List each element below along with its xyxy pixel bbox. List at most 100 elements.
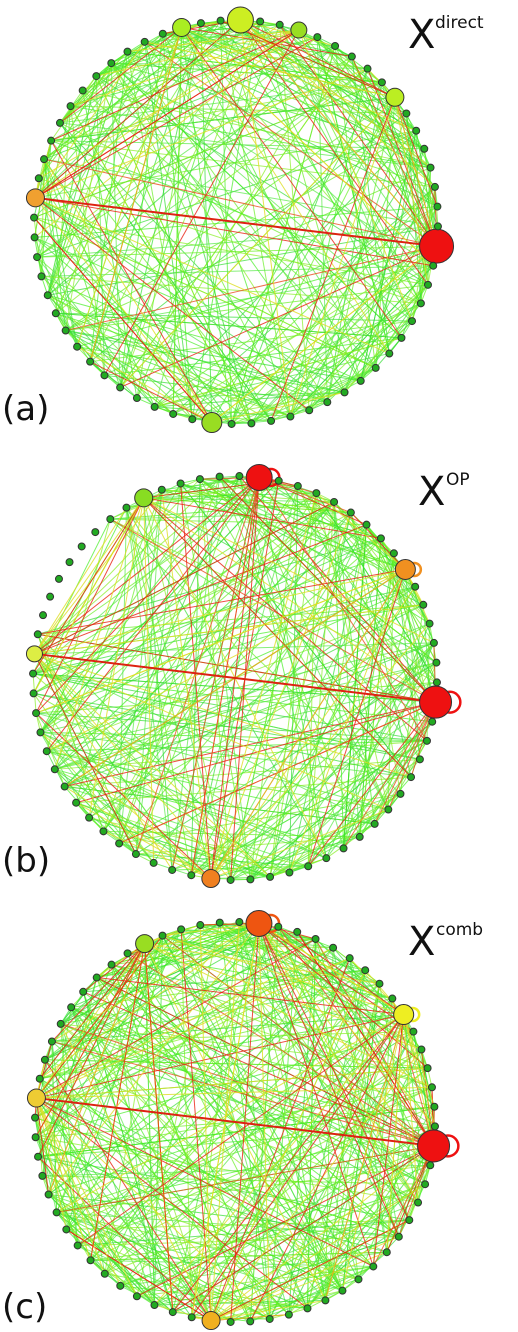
- node: [52, 1208, 61, 1217]
- edge: [120, 1285, 308, 1309]
- node: [363, 64, 372, 73]
- node: [201, 869, 221, 889]
- node: [91, 528, 100, 537]
- edge: [47, 294, 272, 422]
- edge: [277, 926, 436, 1127]
- edge: [65, 947, 334, 1230]
- node: [428, 717, 437, 726]
- edge: [258, 923, 400, 1237]
- edge: [386, 1014, 405, 1253]
- node: [25, 645, 43, 663]
- edge: [403, 1014, 435, 1147]
- edge: [231, 186, 436, 425]
- node: [54, 574, 63, 583]
- node: [290, 21, 308, 39]
- edge: [110, 518, 438, 683]
- edge: [46, 740, 427, 752]
- edge: [343, 759, 421, 849]
- edge: [258, 923, 428, 1069]
- node: [303, 1304, 312, 1313]
- edge: [210, 512, 352, 879]
- edge: [51, 1014, 404, 1042]
- panel-label: (a): [2, 389, 49, 429]
- edge: [44, 1059, 419, 1204]
- edge: [288, 569, 406, 873]
- edge: [36, 1097, 359, 1280]
- edge: [103, 830, 212, 880]
- edge: [181, 27, 417, 132]
- edge: [36, 256, 156, 408]
- edge: [210, 623, 430, 879]
- edge: [48, 1194, 155, 1306]
- edge: [210, 1290, 343, 1322]
- edge: [172, 245, 437, 415]
- edge: [250, 721, 433, 880]
- edge: [238, 475, 327, 859]
- node: [115, 839, 124, 848]
- edge: [334, 45, 437, 247]
- node: [235, 472, 244, 481]
- node: [226, 6, 254, 34]
- node: [37, 272, 46, 281]
- edge: [34, 653, 231, 881]
- edge: [162, 33, 383, 83]
- edge: [289, 130, 417, 417]
- node: [107, 960, 116, 969]
- edge: [40, 731, 290, 873]
- matrix-symbol: X: [418, 469, 445, 515]
- edge: [103, 830, 360, 838]
- node: [65, 558, 74, 567]
- panel-label: (c): [2, 1287, 47, 1327]
- edge: [34, 653, 271, 878]
- edge: [258, 923, 414, 1033]
- node: [36, 728, 45, 737]
- node: [338, 1286, 347, 1295]
- edge: [33, 501, 335, 694]
- node: [226, 1317, 235, 1326]
- edge: [51, 929, 182, 1042]
- edges: [32, 475, 438, 881]
- edge: [326, 823, 375, 859]
- edge: [77, 1219, 410, 1246]
- nodes: [25, 463, 462, 889]
- node: [423, 1064, 432, 1073]
- edge: [240, 19, 396, 98]
- node: [132, 1292, 141, 1301]
- edge: [59, 27, 182, 124]
- edge: [277, 926, 434, 1147]
- edge: [249, 1014, 405, 1322]
- node: [421, 1180, 430, 1189]
- node: [394, 1232, 403, 1241]
- node: [51, 309, 60, 318]
- edge: [349, 958, 400, 1237]
- edge: [51, 96, 395, 142]
- edge: [127, 952, 434, 1147]
- edge: [35, 569, 406, 714]
- edge: [199, 925, 212, 1321]
- edge: [34, 237, 78, 347]
- edge: [36, 957, 350, 1099]
- node: [409, 1027, 418, 1036]
- edge: [77, 1236, 399, 1246]
- edge: [181, 27, 390, 354]
- node: [384, 805, 393, 814]
- edge: [35, 24, 281, 199]
- edge: [33, 512, 352, 694]
- edge: [162, 935, 404, 1016]
- node: [369, 1262, 378, 1271]
- node: [408, 317, 417, 326]
- node: [330, 497, 339, 506]
- node: [116, 1281, 125, 1290]
- edge: [40, 140, 52, 277]
- edge: [104, 29, 300, 376]
- edge: [367, 68, 438, 247]
- edge: [144, 41, 396, 98]
- edge: [76, 245, 437, 348]
- edge: [33, 217, 376, 369]
- node: [246, 1317, 255, 1326]
- edge: [35, 1031, 414, 1138]
- edge: [50, 140, 272, 422]
- edge: [76, 27, 183, 347]
- edge: [64, 701, 436, 788]
